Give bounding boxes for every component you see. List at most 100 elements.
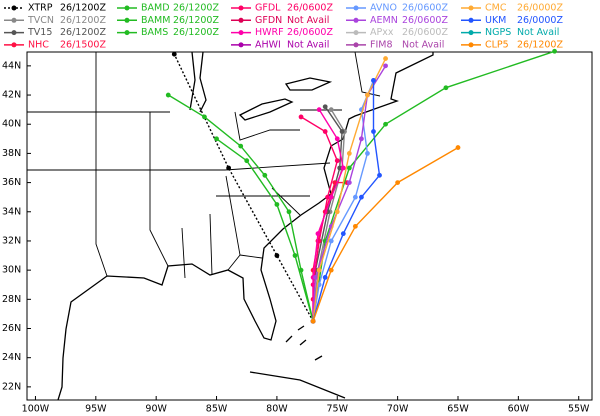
legend-marker [353,30,359,36]
legend-model: TV15 [27,27,52,38]
track-point [286,209,292,215]
legend-marker [353,42,359,48]
x-tick-label: 65W [447,404,469,415]
y-tick-label: 28N [2,294,21,305]
legend-marker [468,17,474,23]
legend-model: UKM [485,15,506,26]
legend-model: HWRF [255,27,284,38]
track-point [292,253,298,258]
legend-time: 26/1200Z [173,3,219,14]
track-point [313,275,318,280]
legend-time: 26/1200Z [517,39,563,50]
legend-time: 26/1200Z [60,15,106,26]
legend-marker [124,30,130,36]
y-tick-label: 44N [2,60,21,71]
legend-model: AVNO [370,3,397,14]
track-point [202,114,207,120]
track-point [238,143,244,149]
track-point [443,85,449,91]
y-tick-label: 32N [2,235,21,246]
legend-model: AHWI [255,39,281,50]
legend-marker [11,17,17,23]
legend-marker [238,5,244,11]
legend-marker [11,42,17,48]
track-point [322,129,328,134]
track-point [346,180,352,185]
track-point [365,151,370,156]
legend-time: 26/1200Z [60,3,106,14]
coastline [57,51,434,401]
track-point [171,51,177,57]
legend-model: GFDN [255,15,282,26]
legend-time: 26/0600Z [287,3,333,14]
track-point [346,165,352,171]
y-tick-label: 38N [2,148,21,159]
track-point [395,180,401,185]
track-point [274,253,280,258]
x-tick-label: 70W [387,404,409,415]
track-point [310,318,316,324]
y-tick-label: 24N [2,352,21,363]
x-tick-label: 95W [85,404,107,415]
y-tick-label: 26N [2,323,21,334]
legend-model: CMC [485,3,507,14]
track-point [371,129,376,134]
track-point [165,92,171,98]
legend-model: FIM8 [370,39,393,50]
track-point [383,56,388,61]
track-point [352,194,358,200]
y-tick-label: 22N [2,381,21,392]
y-tick-label: 30N [2,265,21,276]
legend-time: 26/1200Z [173,27,219,38]
legend-marker [238,17,244,23]
track-point [334,209,340,215]
legend-model: GFDL [255,3,281,14]
track-point [359,194,364,200]
track-point [298,114,304,120]
y-tick-label: 34N [2,206,21,217]
legend-marker [238,30,244,36]
track-point [352,223,358,229]
x-tick-label: 90W [145,404,167,415]
x-tick-label: 75W [327,404,349,415]
track-point [262,172,268,178]
legend-model: NGPS [485,27,511,38]
legend-model: AEMN [370,15,398,26]
track-point [315,231,321,237]
x-tick-label: 55W [568,404,590,415]
legend-marker [468,5,474,11]
track-point [316,107,322,113]
legend-time: 26/1500Z [60,39,106,50]
legend-marker [124,17,130,23]
track-point [383,63,388,69]
track-point [226,165,232,171]
legend-time: Not Avail [287,15,329,26]
x-tick-label: 85W [206,404,228,415]
y-tick-label: 42N [2,90,21,101]
track-point [365,92,370,98]
track-point [244,158,250,164]
track-point [334,136,340,142]
legend-marker [353,17,359,23]
legend-time: Not Avail [517,27,559,38]
legend-time: Not Avail [287,39,329,50]
track-point [328,267,334,273]
legend-time: 26/0600Z [402,27,448,38]
track-point [328,107,334,113]
legend-model: APxx [370,27,394,38]
track-point [552,48,557,54]
legend-time: 26/0600Z [402,15,448,26]
legend-model: NHC [28,39,49,50]
track-point [214,136,219,142]
legend-time: 26/0000Z [517,3,563,14]
legend-time: 26/0600Z [402,3,448,14]
track-point [339,129,345,134]
legend-marker [11,30,17,36]
track-point [340,231,346,237]
track-point [325,194,331,200]
track-point [371,78,376,83]
track-point [328,194,334,200]
track-point [337,165,343,171]
track [312,58,387,322]
